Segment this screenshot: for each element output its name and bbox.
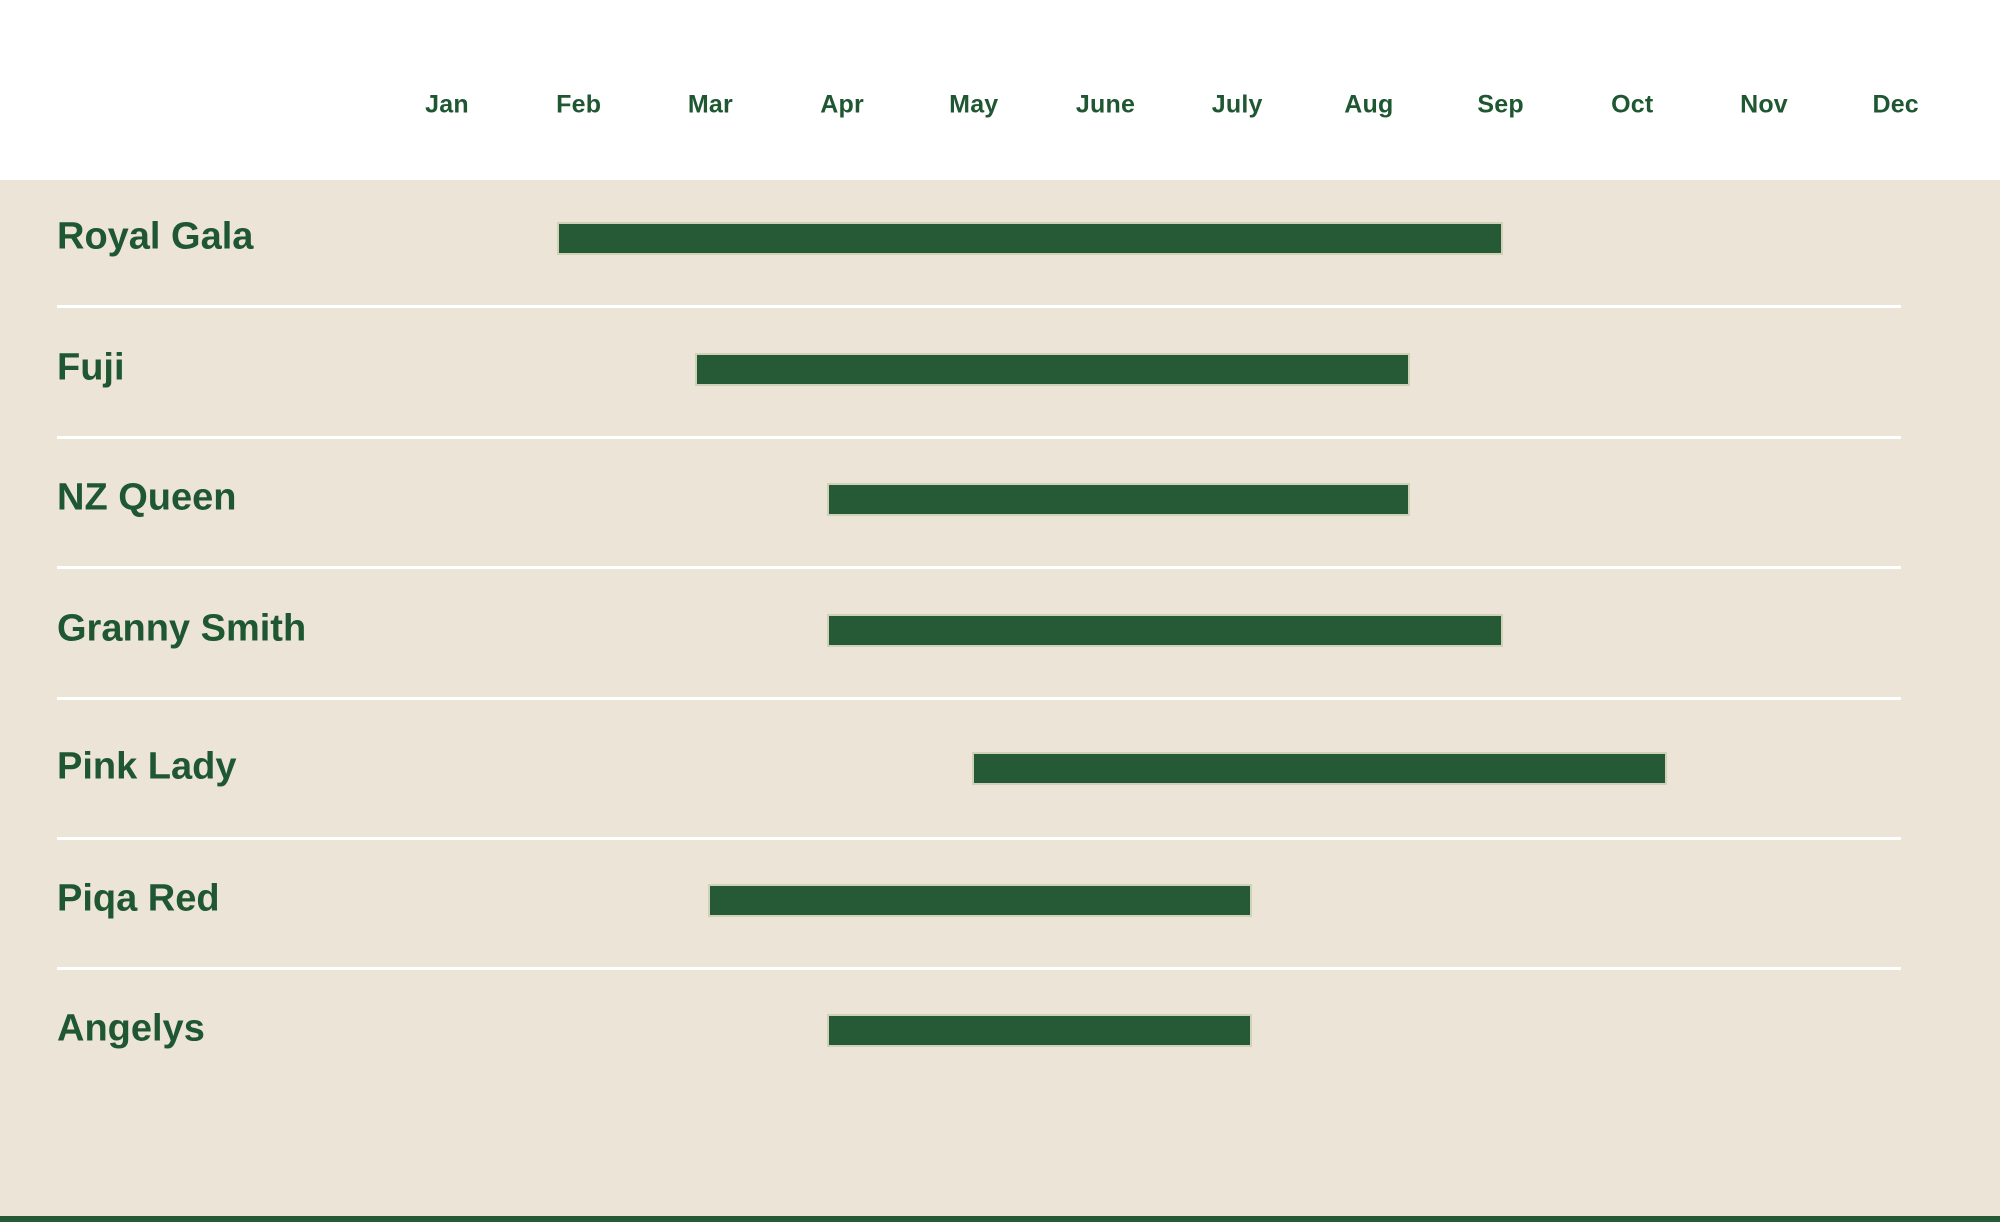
- month-label: Dec: [1872, 90, 1919, 119]
- row-divider: [57, 436, 1901, 439]
- row-divider: [57, 837, 1901, 840]
- variety-label: NZ Queen: [57, 476, 237, 519]
- variety-label: Granny Smith: [57, 607, 307, 650]
- chart-body: Royal Gala Fuji NZ Queen Granny Smith Pi…: [0, 180, 2000, 1222]
- row-divider: [57, 305, 1901, 308]
- season-bar: [558, 223, 1501, 253]
- month-label: July: [1211, 90, 1263, 119]
- variety-label: Royal Gala: [57, 215, 254, 258]
- variety-label: Piqa Red: [57, 877, 220, 920]
- row-divider: [57, 967, 1901, 970]
- month-label: Oct: [1611, 90, 1654, 119]
- month-label: Mar: [687, 90, 733, 119]
- month-label: May: [949, 90, 999, 119]
- month-label: Apr: [820, 90, 864, 119]
- season-bar: [710, 885, 1251, 915]
- month-label: Nov: [1740, 90, 1788, 119]
- month-label: Jan: [425, 90, 469, 119]
- season-bar: [973, 753, 1666, 783]
- variety-label: Pink Lady: [57, 745, 237, 788]
- footer-strip: [0, 1216, 2000, 1222]
- season-bar: [828, 484, 1409, 514]
- month-label: Sep: [1477, 90, 1524, 119]
- row-divider: [57, 697, 1901, 700]
- variety-label: Fuji: [57, 346, 125, 389]
- month-label: June: [1075, 90, 1136, 119]
- variety-label: Angelys: [57, 1007, 205, 1050]
- month-label: Aug: [1344, 90, 1394, 119]
- season-bar: [697, 354, 1409, 384]
- timeline-header: Jan Feb Mar Apr May June July Aug Sep Oct Nov Dec: [0, 0, 2000, 180]
- row-divider: [57, 566, 1901, 569]
- season-bar: [828, 615, 1501, 645]
- month-label: Feb: [556, 90, 602, 119]
- season-bar: [828, 1015, 1251, 1045]
